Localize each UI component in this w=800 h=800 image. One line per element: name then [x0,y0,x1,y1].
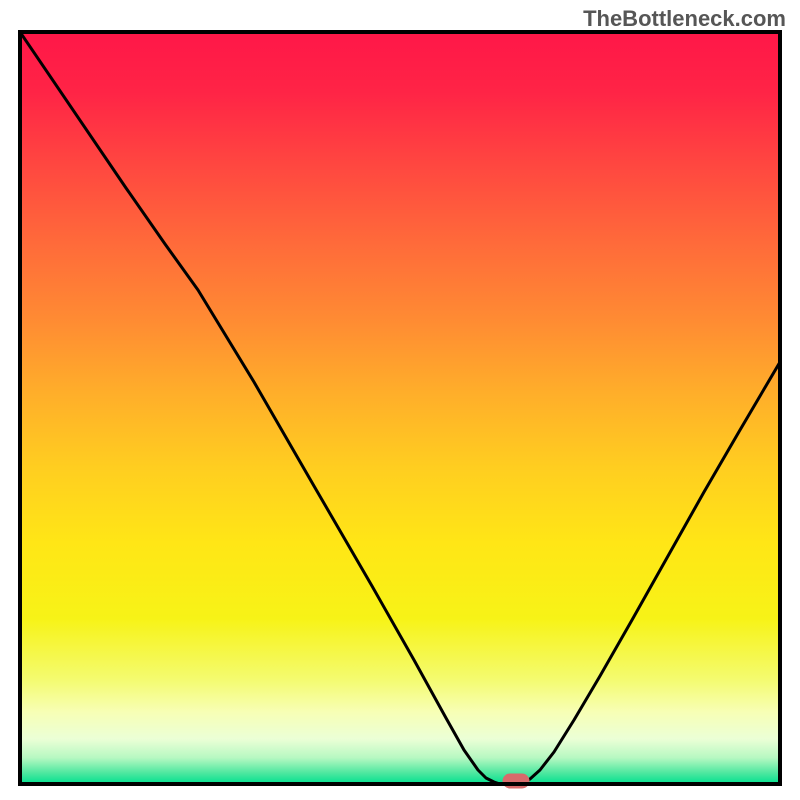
chart-frame: TheBottleneck.com [0,0,800,800]
watermark-text: TheBottleneck.com [583,6,786,32]
bottleneck-chart [0,0,800,800]
gradient-background [20,32,780,784]
